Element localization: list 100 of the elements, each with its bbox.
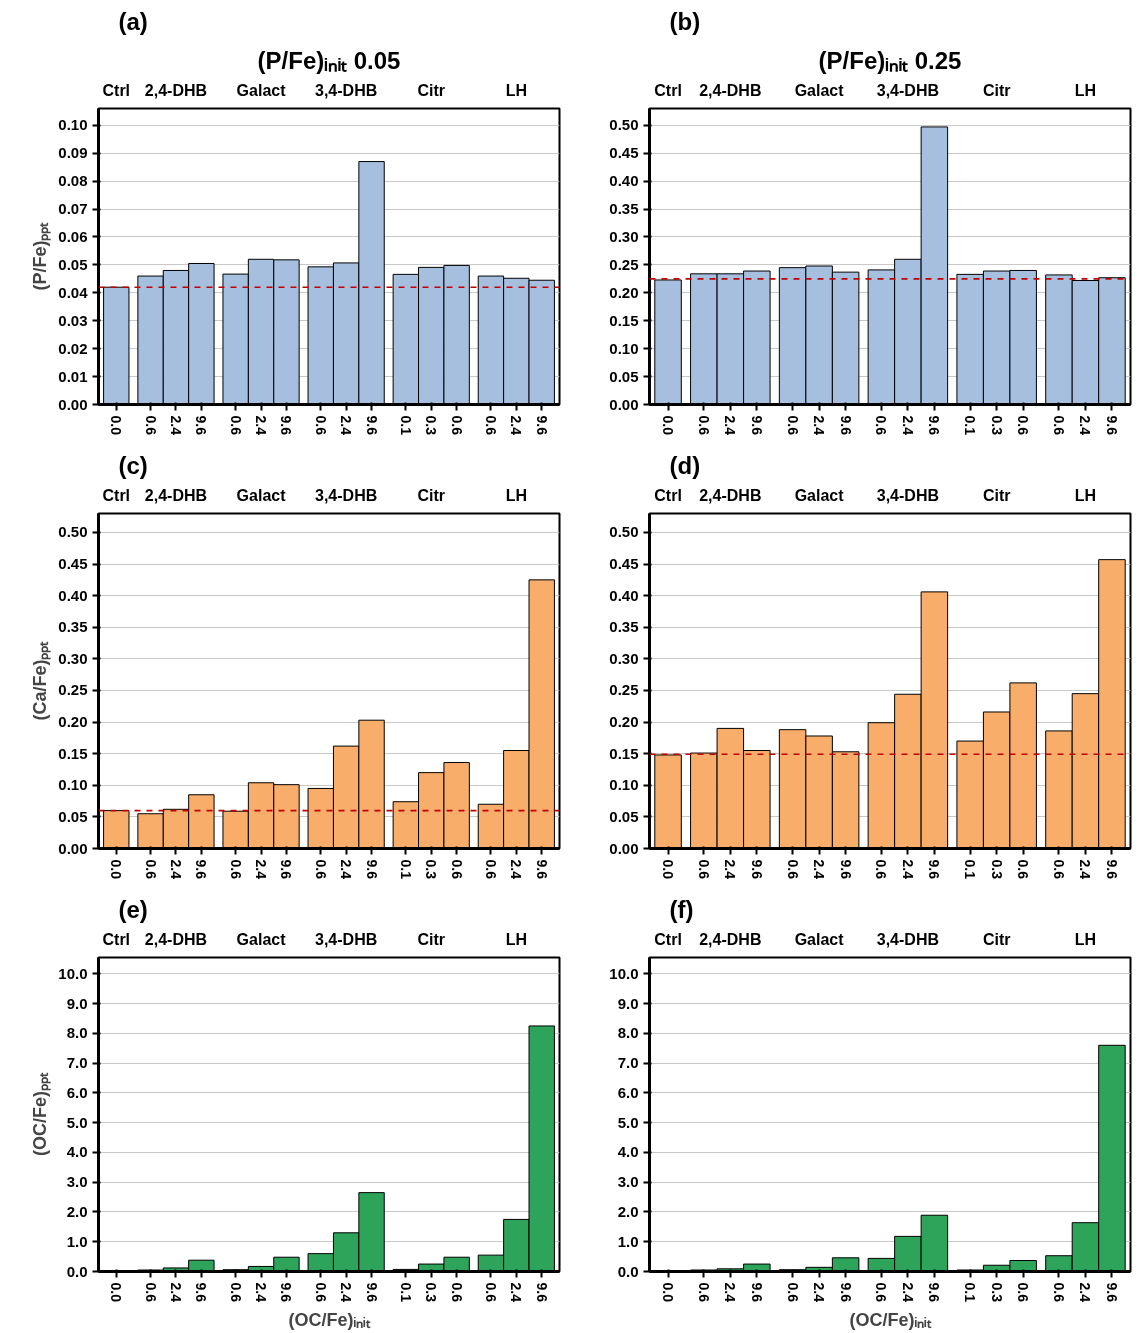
x-tick-label: 9.6 <box>363 415 380 436</box>
x-tick-label: 0.6 <box>1015 859 1032 880</box>
x-tick-label: 0.6 <box>1015 415 1032 436</box>
text: Citr <box>982 930 1011 948</box>
text: 2,4-DHB <box>144 486 208 504</box>
x-tick-label: 2.4 <box>1077 859 1094 880</box>
y-tick-label: 7.0 <box>617 1054 639 1072</box>
y-tick-label: 0.09 <box>58 144 88 162</box>
x-tick-label: 0.6 <box>784 1282 801 1303</box>
y-tick-label: 0.35 <box>609 200 639 218</box>
x-tick-label: 9.6 <box>278 415 295 436</box>
text: 3,4-DHB <box>315 930 378 948</box>
y-tick-label: 0.40 <box>58 586 88 604</box>
y-tick-label: 8.0 <box>617 1024 639 1042</box>
y-tick-label: 0.25 <box>609 681 639 699</box>
x-tick-label: 9.6 <box>1103 415 1120 436</box>
x-tick-label: 0.6 <box>695 1282 712 1303</box>
x-axis-title: (OC/Fe)ᵢₙᵢₜ <box>849 1309 932 1330</box>
y-tick-label: 5.0 <box>617 1113 639 1131</box>
y-tick-label: 0.00 <box>609 395 639 413</box>
x-tick-label: 9.6 <box>533 415 550 436</box>
chart-subtitle: (P/Fe)ᵢₙᵢₜ 0.25 <box>818 46 962 74</box>
x-tick-label: 0.0 <box>108 859 125 880</box>
x-tick-label: 2.4 <box>338 415 355 436</box>
x-tick-label: 2.4 <box>508 1282 525 1303</box>
chart-title: (d) <box>669 451 701 479</box>
text: 2,4-DHB <box>144 81 208 99</box>
x-tick-label: 9.6 <box>1103 1282 1120 1303</box>
x-tick-label: 9.6 <box>837 859 854 880</box>
y-tick-label: 0.0 <box>617 1262 639 1280</box>
x-tick-label: 2.4 <box>899 415 916 436</box>
text: 3,4-DHB <box>315 486 378 504</box>
x-tick-label: 9.6 <box>193 1282 210 1303</box>
x-tick-label: 0.3 <box>423 859 440 880</box>
y-tick-label: 0.05 <box>609 807 639 825</box>
y-tick-label: 0.10 <box>58 776 88 794</box>
x-tick-label: 9.6 <box>748 859 765 880</box>
y-tick-label: 2.0 <box>617 1202 639 1220</box>
y-tick-label: 0.10 <box>58 116 88 134</box>
x-tick-label: 9.6 <box>193 859 210 880</box>
text: Citr <box>982 486 1011 504</box>
x-tick-label: 9.6 <box>837 1282 854 1303</box>
x-axis-title: (OC/Fe)ᵢₙᵢₜ <box>288 1309 371 1330</box>
x-tick-label: 9.6 <box>926 415 943 436</box>
y-tick-label: 0.45 <box>58 555 88 573</box>
x-tick-label: 0.6 <box>1015 1282 1032 1303</box>
text: 2,4-DHB <box>699 81 762 99</box>
x-tick-label: 0.6 <box>227 859 244 880</box>
text: Citr <box>417 930 446 948</box>
x-tick-label: 9.6 <box>278 1282 295 1303</box>
x-tick-label: 2.4 <box>722 1282 739 1303</box>
x-tick-label: 9.6 <box>926 859 943 880</box>
y-tick-label: 6.0 <box>66 1083 88 1101</box>
y-axis-title: (P/Fe)ₚₚₜ <box>30 221 52 291</box>
chart-subtitle: (P/Fe)ᵢₙᵢₜ 0.05 <box>257 46 401 74</box>
y-tick-label: 0.50 <box>609 116 639 134</box>
text: 2,4-DHB <box>144 930 208 948</box>
text: LH <box>505 81 527 99</box>
x-tick-label: 2.4 <box>1077 1282 1094 1303</box>
x-tick-label: 2.4 <box>722 415 739 436</box>
text: Galact <box>794 486 845 504</box>
text: Ctrl <box>102 930 131 948</box>
y-tick-label: 0.20 <box>609 713 639 731</box>
y-tick-label: 9.0 <box>617 994 639 1012</box>
y-tick-label: 0.04 <box>58 283 89 301</box>
y-tick-label: 0.05 <box>58 255 88 273</box>
x-tick-label: 0.6 <box>784 859 801 880</box>
x-tick-label: 0.6 <box>142 1282 159 1303</box>
x-tick-label: 2.4 <box>338 1282 355 1303</box>
text: Galact <box>236 81 287 99</box>
text: Ctrl <box>654 930 682 948</box>
chart-title: (c) <box>118 451 148 479</box>
x-tick-label: 0.1 <box>962 859 979 880</box>
x-tick-label: 2.4 <box>253 1282 270 1303</box>
x-tick-label: 2.4 <box>1077 415 1094 436</box>
x-tick-label: 0.6 <box>312 1282 329 1303</box>
y-tick-label: 0.30 <box>609 227 639 245</box>
x-tick-label: 0.3 <box>988 1282 1005 1303</box>
y-tick-label: 0.10 <box>609 776 639 794</box>
y-tick-label: 0.50 <box>609 523 639 541</box>
text: LH <box>505 486 527 504</box>
y-tick-label: 5.0 <box>66 1113 88 1131</box>
x-tick-label: 2.4 <box>899 1282 916 1303</box>
x-tick-label: 0.6 <box>227 1282 244 1303</box>
y-tick-label: 6.0 <box>617 1083 639 1101</box>
x-tick-label: 0.0 <box>660 1282 677 1303</box>
chart-title: (a) <box>118 7 148 35</box>
x-tick-label: 9.6 <box>278 859 295 880</box>
x-tick-label: 9.6 <box>837 415 854 436</box>
x-tick-label: 2.4 <box>508 859 525 880</box>
x-tick-label: 0.6 <box>142 859 159 880</box>
text: 3,4-DHB <box>876 81 940 99</box>
y-tick-label: 0.20 <box>58 713 88 731</box>
text: 3,4-DHB <box>315 81 378 99</box>
x-tick-label: 9.6 <box>1103 859 1120 880</box>
y-tick-label: 10.0 <box>609 964 639 982</box>
y-tick-label: 0.06 <box>58 227 88 245</box>
text: Citr <box>417 486 446 504</box>
x-tick-label: 2.4 <box>811 415 828 436</box>
y-tick-label: 1.0 <box>617 1232 639 1250</box>
